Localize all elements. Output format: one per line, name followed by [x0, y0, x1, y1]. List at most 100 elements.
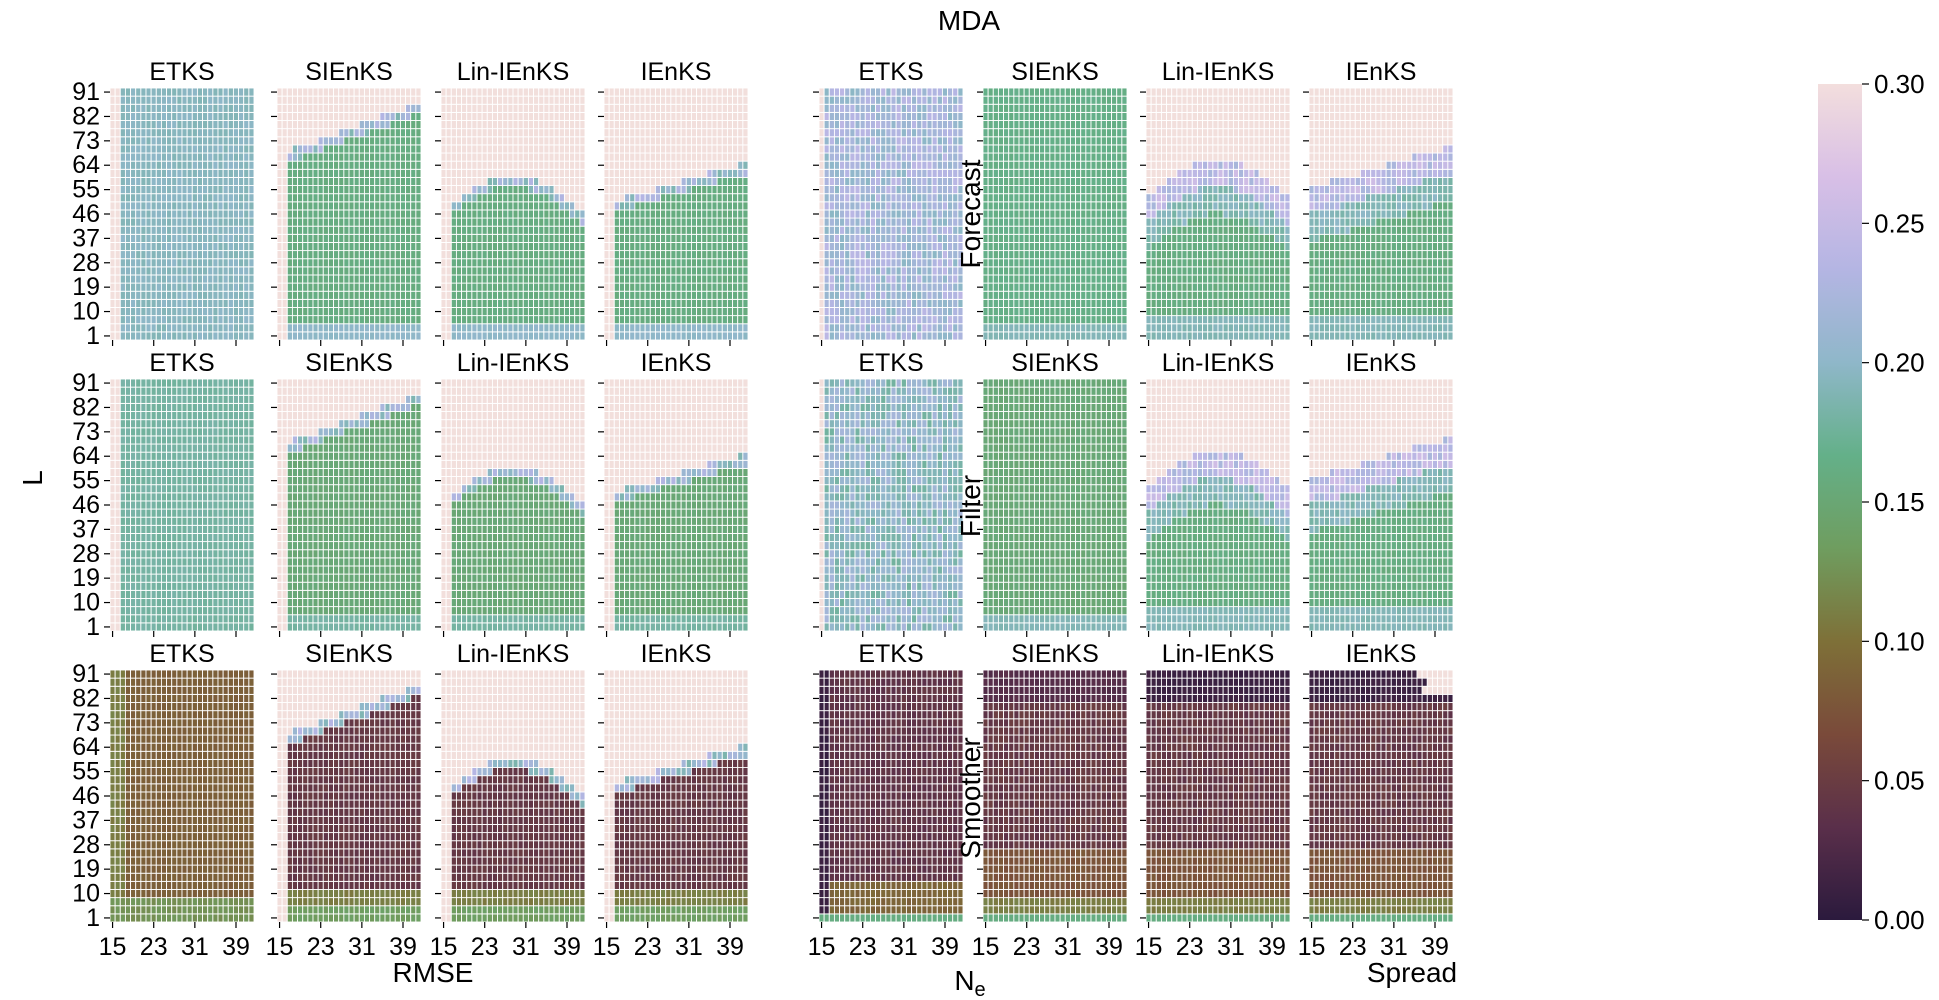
- heatmap-cell: [685, 307, 692, 317]
- heatmap-cell: [297, 282, 304, 292]
- heatmap-cell: [603, 111, 610, 121]
- heatmap-cell: [624, 128, 631, 138]
- heatmap-cell: [649, 331, 656, 341]
- heatmap-cell: [302, 136, 309, 146]
- heatmap-cell: [379, 225, 386, 235]
- heatmap-cell: [109, 298, 116, 308]
- heatmap-cell: [716, 144, 723, 154]
- heatmap-cell: [155, 233, 162, 243]
- y-tick-label: 10: [72, 298, 100, 326]
- heatmap-cell: [711, 209, 718, 219]
- heatmap-cell: [563, 274, 571, 284]
- heatmap-cell: [338, 557, 345, 567]
- heatmap-cell: [732, 233, 739, 243]
- heatmap-cell: [238, 144, 245, 154]
- heatmap-cell: [238, 589, 245, 599]
- heatmap-cell: [202, 476, 209, 486]
- heatmap-cell: [238, 120, 245, 130]
- heatmap-cell: [155, 427, 162, 437]
- heatmap-cell: [706, 193, 713, 203]
- heatmap-cell: [222, 128, 229, 138]
- heatmap-cell: [410, 168, 417, 178]
- heatmap-cell: [716, 298, 723, 308]
- heatmap-cell: [461, 225, 468, 235]
- heatmap-cell: [579, 250, 586, 260]
- heatmap-cell: [348, 331, 355, 341]
- heatmap-cell: [471, 103, 478, 113]
- heatmap-cell: [119, 95, 126, 105]
- heatmap-cell: [563, 160, 571, 170]
- heatmap-cell: [476, 176, 483, 186]
- heatmap-cell: [690, 266, 698, 276]
- heatmap-cell: [338, 589, 345, 599]
- heatmap-cell: [690, 258, 698, 268]
- heatmap-cell: [238, 565, 245, 575]
- heatmap-cell: [140, 225, 147, 235]
- heatmap-cell: [742, 160, 749, 170]
- heatmap-cell: [618, 241, 626, 252]
- heatmap-cell: [502, 266, 509, 276]
- heatmap-cell: [238, 258, 245, 268]
- heatmap-cell: [538, 241, 545, 252]
- heatmap-cell: [624, 307, 631, 317]
- heatmap-cell: [140, 581, 147, 591]
- heatmap-cell: [649, 168, 656, 178]
- heatmap-cell: [155, 394, 162, 404]
- heatmap-cell: [322, 241, 329, 252]
- heatmap-cell: [654, 217, 662, 227]
- heatmap-cell: [333, 290, 340, 300]
- heatmap-cell: [369, 120, 376, 130]
- heatmap-cell: [145, 565, 152, 575]
- heatmap-cell: [410, 225, 417, 235]
- heatmap-cell: [497, 274, 504, 284]
- heatmap-cell: [317, 87, 324, 97]
- heatmap-cell: [440, 168, 447, 178]
- heatmap-cell: [399, 87, 407, 97]
- heatmap-cell: [634, 266, 641, 276]
- heatmap-cell: [685, 250, 692, 260]
- heatmap-cell: [181, 160, 188, 170]
- heatmap-cell: [348, 541, 355, 551]
- heatmap-cell: [166, 144, 173, 154]
- heatmap-cell: [649, 233, 656, 243]
- heatmap-cell: [119, 614, 126, 624]
- heatmap-cell: [348, 451, 355, 461]
- heatmap-cell: [327, 201, 335, 211]
- heatmap-cell: [207, 282, 214, 292]
- heatmap-cell: [701, 209, 708, 219]
- heatmap-cell: [160, 435, 168, 445]
- heatmap-cell: [140, 103, 147, 113]
- heatmap-cell: [629, 217, 636, 227]
- heatmap-cell: [522, 95, 529, 105]
- heatmap-cell: [348, 217, 355, 227]
- heatmap-cell: [176, 386, 183, 396]
- heatmap-cell: [232, 168, 240, 178]
- heatmap-cell: [384, 87, 391, 97]
- heatmap-cell: [145, 614, 152, 624]
- heatmap-cell: [155, 315, 162, 325]
- heatmap-cell: [603, 274, 610, 284]
- heatmap-cell: [737, 103, 744, 113]
- heatmap-cell: [124, 95, 132, 105]
- heatmap-cell: [312, 573, 319, 583]
- heatmap-cell: [227, 573, 234, 583]
- heatmap-cell: [558, 160, 565, 170]
- heatmap-cell: [135, 606, 142, 616]
- heatmap-cell: [348, 136, 355, 146]
- heatmap-cell: [675, 307, 682, 317]
- heatmap-cell: [202, 128, 209, 138]
- heatmap-cell: [145, 152, 152, 162]
- heatmap-cell: [222, 250, 229, 260]
- heatmap-cell: [538, 315, 545, 325]
- heatmap-cell: [322, 581, 329, 591]
- heatmap-cell: [491, 111, 499, 121]
- heatmap-cell: [196, 598, 204, 608]
- heatmap-cell: [548, 258, 555, 268]
- heatmap-cell: [358, 606, 365, 616]
- heatmap-cell: [160, 250, 168, 260]
- heatmap-cell: [232, 598, 240, 608]
- heatmap-cell: [327, 598, 335, 608]
- heatmap-cell: [502, 274, 509, 284]
- heatmap-cell: [629, 274, 636, 284]
- heatmap-cell: [455, 103, 463, 113]
